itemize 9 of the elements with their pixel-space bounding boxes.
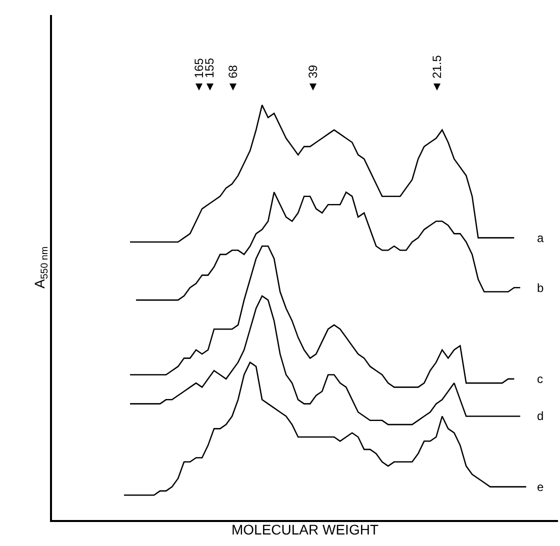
series-label: e bbox=[537, 480, 544, 494]
series-label: d bbox=[537, 409, 544, 423]
series-label: c bbox=[537, 372, 543, 386]
series-label: a bbox=[537, 231, 544, 245]
x-axis-title: MOLECULAR WEIGHT bbox=[231, 522, 379, 538]
text: 68 bbox=[226, 64, 240, 78]
text: 21.5 bbox=[430, 54, 444, 78]
text: 39 bbox=[306, 64, 320, 78]
series-label: b bbox=[537, 281, 544, 295]
